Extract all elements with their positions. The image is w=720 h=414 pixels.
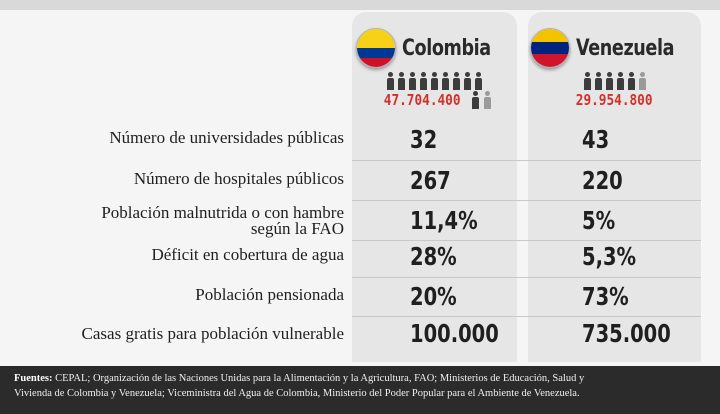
row-label-malnutricion: Población malnutrida o con hambre según … <box>10 203 344 238</box>
venezuela-header: Venezuela 29.954.800 <box>528 28 701 120</box>
venezuela-name: Venezuela <box>576 35 675 61</box>
colombia-population: 47.704.400 <box>384 91 461 109</box>
venezuela-column <box>528 12 701 362</box>
colombia-value-malnutricion: 11,4% <box>410 206 478 235</box>
colombia-column <box>352 12 517 362</box>
venezuela-value-universidades: 43 <box>582 125 610 154</box>
colombia-value-pensionada: 20% <box>410 282 457 311</box>
row-label-casas: Casas gratis para población vulnerable <box>81 324 344 343</box>
person-icon <box>386 72 395 90</box>
row-label-universidades: Número de universidades públicas <box>109 128 344 147</box>
sources-text-line1: CEPAL; Organización de las Naciones Unid… <box>52 373 585 384</box>
person-icon <box>627 72 636 90</box>
colombia-value-hospitales: 267 <box>410 166 451 195</box>
colombia-value-agua: 28% <box>410 242 457 271</box>
row-divider <box>352 240 701 241</box>
venezuela-value-casas: 735.000 <box>582 319 671 348</box>
colombia-population-pictogram <box>352 72 517 90</box>
sources-text-line2: Vivienda de Colombia y Venezuela; Vicemi… <box>14 388 580 399</box>
person-icon <box>605 72 614 90</box>
venezuela-flag-icon <box>530 28 571 68</box>
colombia-value-casas: 100.000 <box>410 319 499 348</box>
row-divider <box>352 160 701 161</box>
person-icon <box>419 72 428 90</box>
person-icon <box>408 72 417 90</box>
sources-label: Fuentes: <box>14 373 53 384</box>
colombia-value-universidades: 32 <box>410 125 438 154</box>
person-grey-icon <box>638 72 647 90</box>
row-divider <box>352 316 701 317</box>
person-icon <box>616 72 625 90</box>
person-icon <box>474 72 483 90</box>
person-icon <box>452 72 461 90</box>
person-icon <box>463 72 472 90</box>
person-icon <box>594 72 603 90</box>
person-grey-icon <box>483 91 492 109</box>
sources-footer: Fuentes: CEPAL; Organización de las Naci… <box>0 366 720 414</box>
colombia-header: Colombia 47.704.400 <box>352 28 517 120</box>
row-label-pensionada: Población pensionada <box>195 285 344 304</box>
venezuela-value-hospitales: 220 <box>582 166 623 195</box>
colombia-name: Colombia <box>402 35 491 61</box>
sources-line1: Fuentes: CEPAL; Organización de las Naci… <box>14 371 710 386</box>
venezuela-value-agua: 5,3% <box>582 242 637 271</box>
venezuela-population: 29.954.800 <box>576 91 653 109</box>
venezuela-population-pictogram <box>528 72 701 90</box>
person-icon <box>441 72 450 90</box>
person-icon <box>471 91 480 109</box>
person-icon <box>397 72 406 90</box>
person-icon <box>430 72 439 90</box>
colombia-flag-icon <box>356 28 396 68</box>
row-divider <box>352 277 701 278</box>
venezuela-value-malnutricion: 5% <box>582 206 616 235</box>
venezuela-value-pensionada: 73% <box>582 282 629 311</box>
row-label-agua: Déficit en cobertura de agua <box>151 245 344 264</box>
person-icon <box>583 72 592 90</box>
row-label-malnutricion-line1: Población malnutrida o con hambre <box>101 203 344 222</box>
top-band <box>0 0 720 10</box>
row-label-malnutricion-line2: según la FAO <box>250 219 344 238</box>
row-label-hospitales: Número de hospitales públicos <box>133 169 344 188</box>
row-divider <box>352 200 701 201</box>
